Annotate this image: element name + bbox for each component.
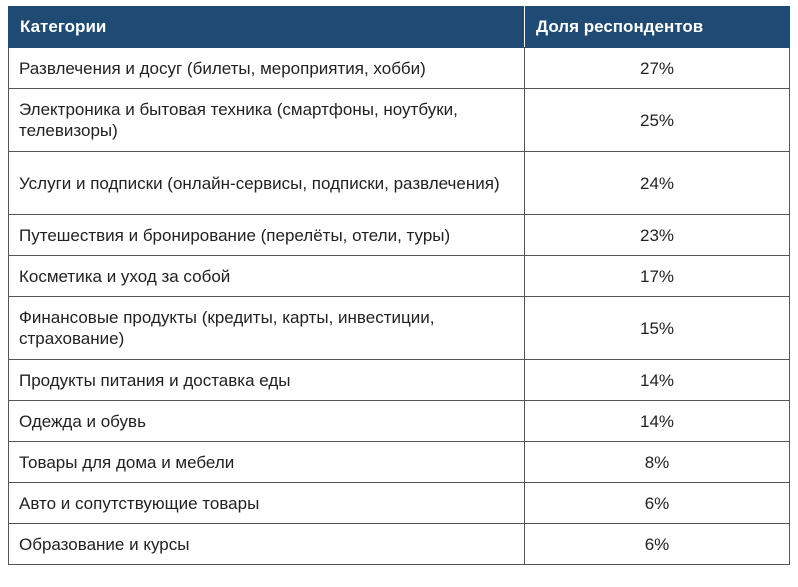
survey-table-container: Категории Доля респондентов Развлечения … [8, 6, 790, 565]
table-row: Одежда и обувь 14% [8, 400, 790, 442]
table-row: Путешествия и бронирование (перелёты, от… [8, 214, 790, 256]
share-cell: 27% [524, 47, 790, 89]
table-row: Косметика и уход за собой 17% [8, 255, 790, 297]
share-cell: 6% [524, 523, 790, 565]
share-cell: 8% [524, 441, 790, 483]
category-cell: Развлечения и досуг (билеты, мероприятия… [8, 47, 525, 89]
category-cell: Продукты питания и доставка еды [8, 359, 525, 401]
category-cell: Товары для дома и мебели [8, 441, 525, 483]
share-cell: 14% [524, 359, 790, 401]
category-cell: Образование и курсы [8, 523, 525, 565]
category-cell: Финансовые продукты (кредиты, карты, инв… [8, 296, 525, 360]
category-cell: Косметика и уход за собой [8, 255, 525, 297]
table-row: Продукты питания и доставка еды 14% [8, 359, 790, 401]
category-cell: Авто и сопутствующие товары [8, 482, 525, 524]
share-cell: 14% [524, 400, 790, 442]
share-cell: 17% [524, 255, 790, 297]
survey-table: Категории Доля респондентов Развлечения … [8, 6, 790, 565]
table-row: Развлечения и досуг (билеты, мероприятия… [8, 47, 790, 89]
share-cell: 6% [524, 482, 790, 524]
table-row: Электроника и бытовая техника (смартфоны… [8, 88, 790, 152]
table-row: Услуги и подписки (онлайн-сервисы, подпи… [8, 151, 790, 215]
table-row: Авто и сопутствующие товары 6% [8, 482, 790, 524]
share-cell: 23% [524, 214, 790, 256]
share-cell: 15% [524, 296, 790, 360]
share-cell: 24% [524, 151, 790, 215]
share-cell: 25% [524, 88, 790, 152]
category-cell: Путешествия и бронирование (перелёты, от… [8, 214, 525, 256]
header-share: Доля респондентов [524, 6, 790, 48]
table-row: Финансовые продукты (кредиты, карты, инв… [8, 296, 790, 360]
category-cell: Электроника и бытовая техника (смартфоны… [8, 88, 525, 152]
category-cell: Одежда и обувь [8, 400, 525, 442]
table-row: Товары для дома и мебели 8% [8, 441, 790, 483]
header-categories: Категории [8, 6, 525, 48]
category-cell: Услуги и подписки (онлайн-сервисы, подпи… [8, 151, 525, 215]
table-row: Образование и курсы 6% [8, 523, 790, 565]
table-header-row: Категории Доля респондентов [8, 6, 790, 48]
